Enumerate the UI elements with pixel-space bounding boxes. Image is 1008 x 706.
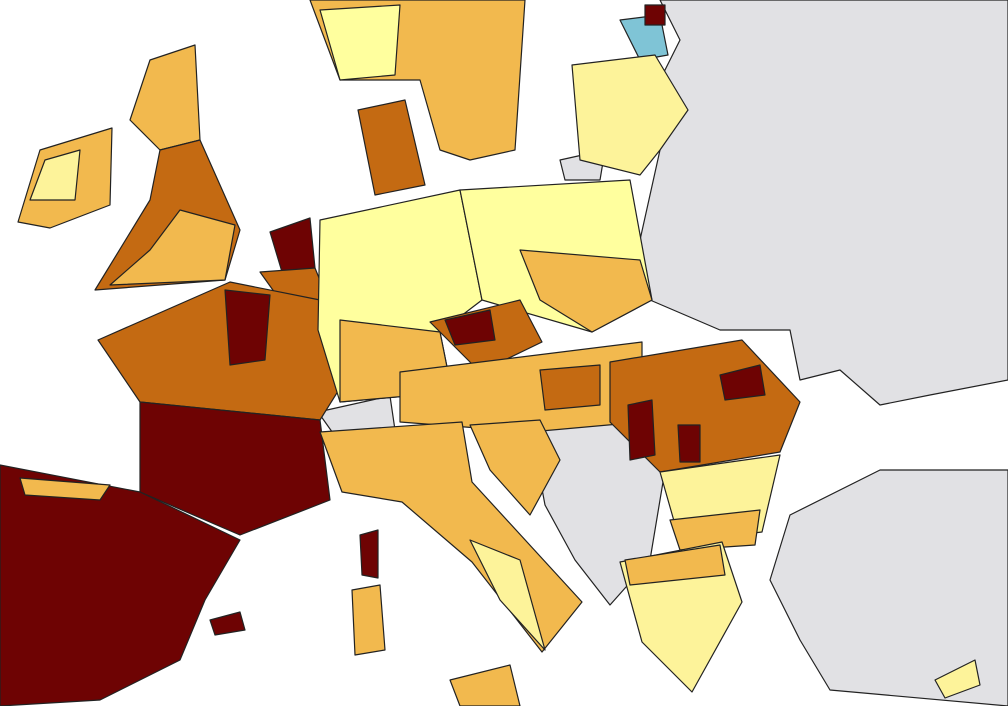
corsica xyxy=(359,529,379,579)
estonia-east xyxy=(644,4,666,26)
england-south xyxy=(109,209,236,286)
balearics xyxy=(209,611,246,636)
hungary-centre xyxy=(539,364,601,411)
france-south xyxy=(139,401,331,536)
italy-south xyxy=(469,539,546,651)
sardinia xyxy=(351,584,386,656)
austria-hungary xyxy=(399,341,643,433)
romania-west xyxy=(627,399,656,461)
turkey xyxy=(769,469,1008,706)
ireland-west xyxy=(29,149,81,201)
poland-south xyxy=(519,249,653,333)
norway-south xyxy=(319,4,401,81)
sicily xyxy=(449,664,521,706)
romania-south xyxy=(677,424,701,463)
denmark xyxy=(357,99,426,196)
greece-north xyxy=(624,544,726,586)
spain-portugal xyxy=(0,464,241,706)
prague xyxy=(444,309,496,346)
baltics xyxy=(571,54,689,176)
romania-northeast xyxy=(719,364,766,401)
paris-region xyxy=(224,289,271,366)
north-spain-strip xyxy=(19,477,111,501)
bulgaria-south xyxy=(669,509,761,551)
cyprus xyxy=(934,659,981,699)
croatia xyxy=(469,419,561,516)
scotland xyxy=(129,44,201,151)
